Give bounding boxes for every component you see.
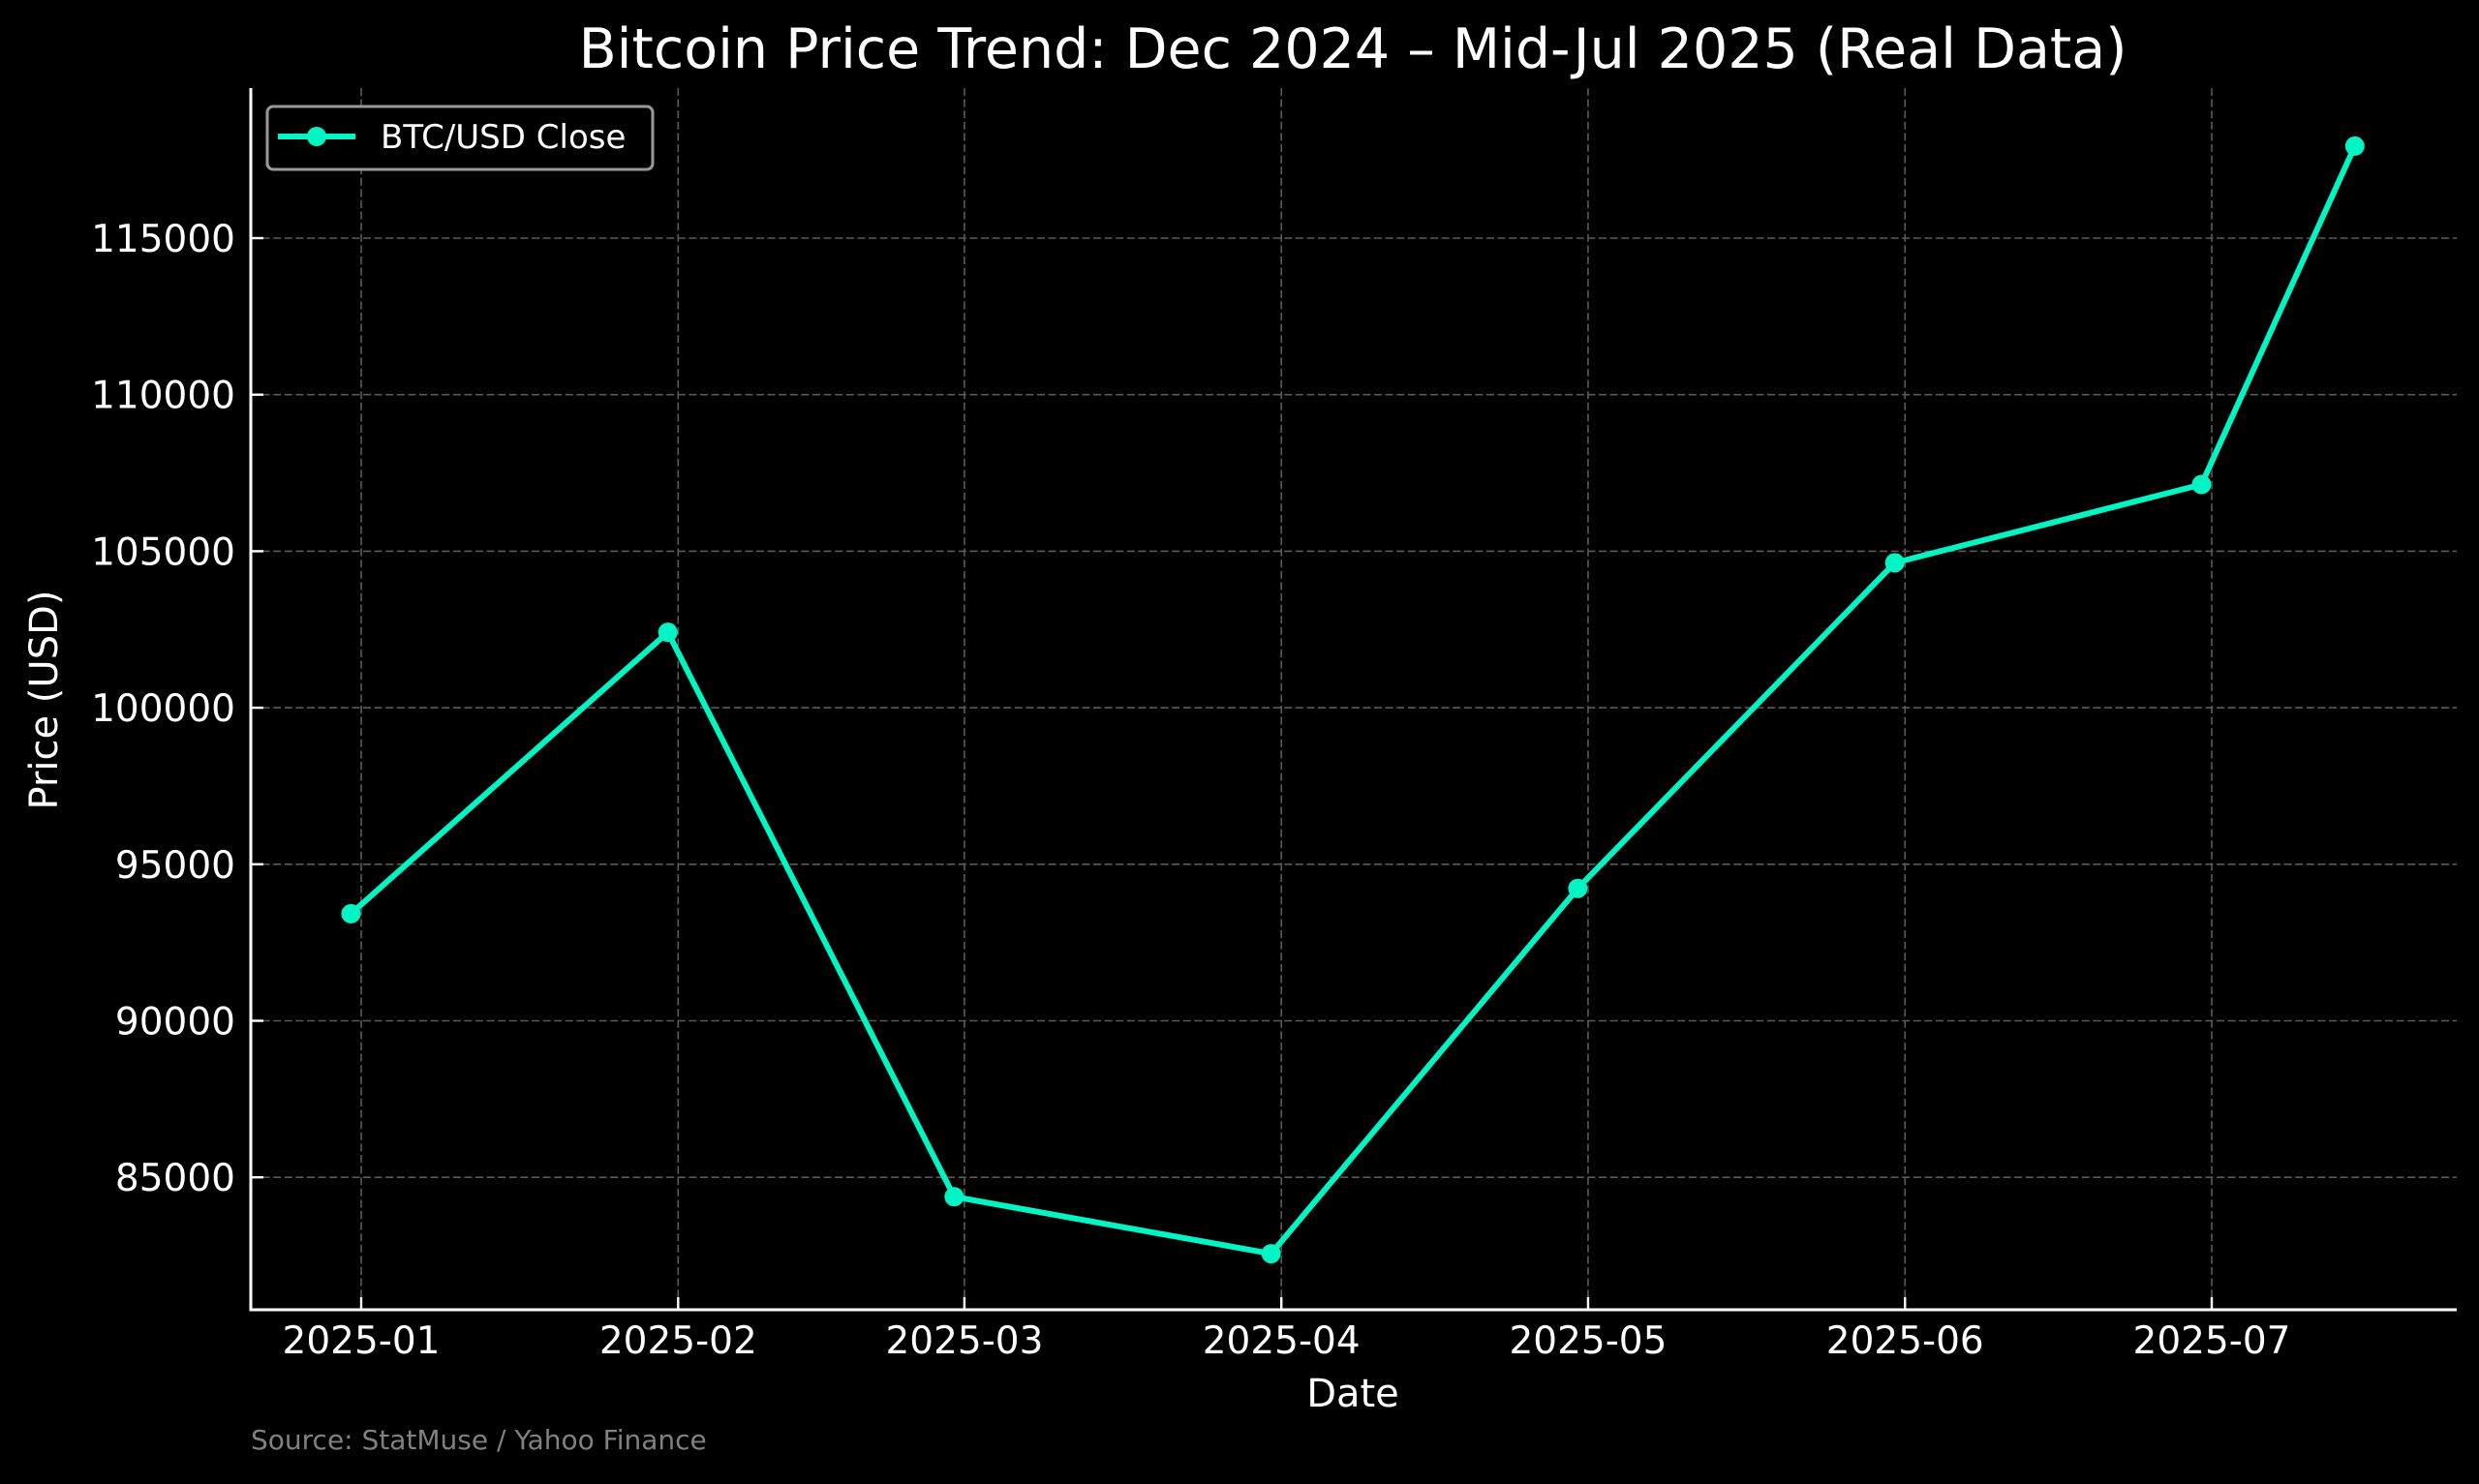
legend-marker-icon: [307, 127, 326, 146]
data-point-marker: [2344, 136, 2365, 156]
x-axis-ticks: 2025-01 2025-02 2025-03 2025-04 2025-05 2025-…: [283, 1297, 2291, 1363]
y-tick-label: 90000: [115, 1001, 235, 1045]
data-point-marker: [658, 622, 678, 643]
y-tick-label: 115000: [91, 218, 235, 261]
y-tick-label: 85000: [115, 1157, 235, 1200]
x-axis-label: Date: [1306, 1372, 1399, 1416]
data-point-marker: [1261, 1244, 1281, 1264]
price-line: [348, 142, 2358, 1257]
data-point-marker: [1568, 878, 1588, 898]
data-point-marker: [341, 903, 361, 924]
x-tick-label: 2025-02: [599, 1319, 757, 1363]
legend-label: BTC/USD Close: [381, 118, 626, 157]
y-tick-label: 95000: [115, 844, 235, 888]
x-tick-label: 2025-06: [1826, 1319, 1984, 1363]
data-point-markers: [341, 136, 2365, 1264]
x-tick-label: 2025-01: [283, 1319, 441, 1363]
chart-title: Bitcoin Price Trend: Dec 2024 – Mid-Jul …: [579, 17, 2127, 81]
data-point-marker: [944, 1187, 964, 1207]
x-tick-label: 2025-07: [2133, 1319, 2291, 1363]
legend: BTC/USD Close: [265, 105, 655, 171]
x-tick-label: 2025-05: [1509, 1319, 1667, 1363]
legend-box: [265, 105, 655, 171]
y-tick-label: 100000: [91, 687, 235, 731]
x-tick-label: 2025-03: [885, 1319, 1043, 1363]
gridlines: [251, 88, 2457, 1310]
data-point-marker: [1884, 553, 1905, 573]
data-point-marker: [2191, 474, 2212, 495]
y-axis-ticks: 85000 90000 95000 100000 105000 110000 115000: [91, 218, 263, 1200]
y-tick-label: 105000: [91, 530, 235, 574]
y-axis-label: Price (USD): [22, 591, 67, 810]
x-tick-label: 2025-04: [1203, 1319, 1361, 1363]
y-tick-label: 110000: [91, 375, 235, 418]
source-annotation: Source: StatMuse / Yahoo Finance: [251, 1424, 707, 1456]
series-btc-usd-close: [341, 136, 2365, 1264]
